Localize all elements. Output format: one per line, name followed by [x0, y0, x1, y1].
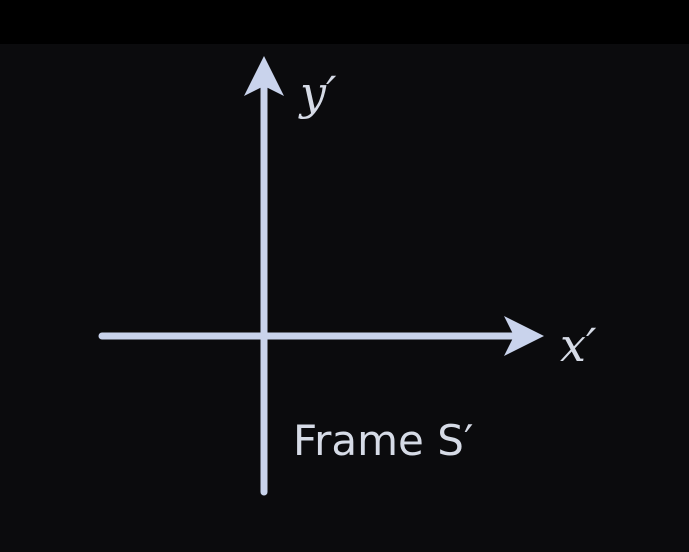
frame-label: Frame S′: [293, 416, 474, 465]
y-axis-arrowhead: [244, 56, 284, 96]
y-axis-label: y′: [300, 66, 337, 120]
x-axis-arrowhead: [504, 316, 544, 356]
top-black-band: [0, 0, 689, 44]
x-axis-label: x′: [560, 318, 597, 372]
